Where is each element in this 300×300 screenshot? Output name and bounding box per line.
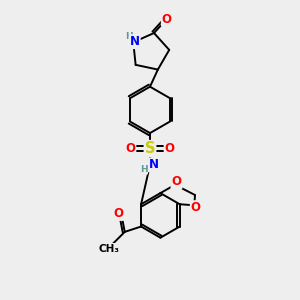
Text: N: N <box>130 35 140 48</box>
Text: O: O <box>162 13 172 26</box>
Text: CH₃: CH₃ <box>98 244 119 254</box>
Text: N: N <box>148 158 159 171</box>
Text: H: H <box>125 32 133 41</box>
Text: O: O <box>125 142 135 155</box>
Text: O: O <box>191 201 201 214</box>
Text: O: O <box>114 207 124 220</box>
Text: O: O <box>172 175 182 188</box>
Text: O: O <box>165 142 175 155</box>
Text: H: H <box>140 165 147 174</box>
Text: S: S <box>145 141 155 156</box>
